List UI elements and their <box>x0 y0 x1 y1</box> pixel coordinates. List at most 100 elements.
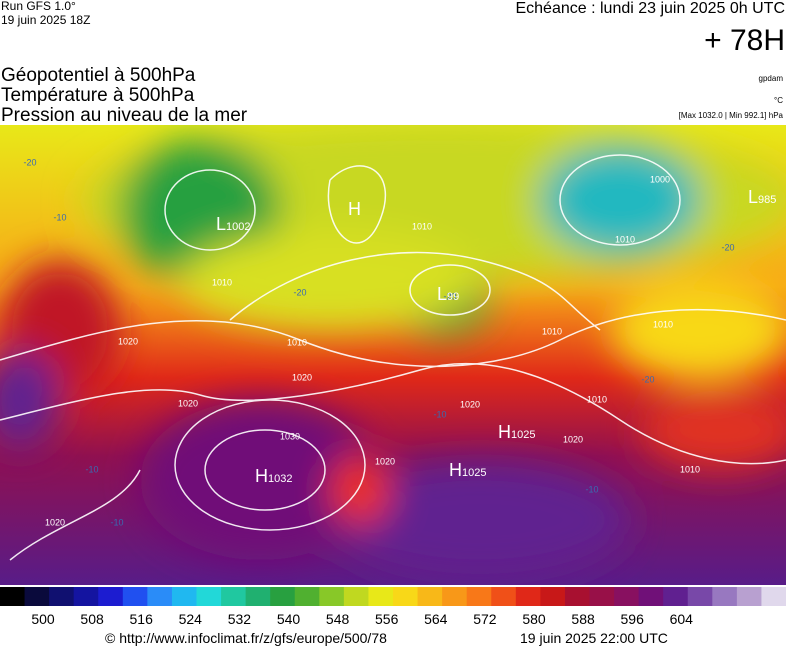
scale-swatch <box>98 587 124 606</box>
scale-swatch <box>515 587 541 606</box>
pressure-range: [Max 1032.0 | Min 992.1] hPa <box>679 111 784 120</box>
pressure-center: H1032 <box>255 466 292 486</box>
center-value: 1002 <box>226 221 250 233</box>
title: Température à 500hPa <box>1 85 195 106</box>
scale-swatch <box>466 587 492 606</box>
scale-swatch <box>270 587 296 606</box>
scale-swatch <box>712 587 738 606</box>
temp-label: -10 <box>110 517 123 527</box>
scale-label: 556 <box>375 611 399 627</box>
map <box>0 125 786 585</box>
scale-label: 524 <box>179 611 203 627</box>
center-type: L <box>748 187 758 207</box>
temp-label: -20 <box>23 157 36 167</box>
scale-swatch <box>221 587 247 606</box>
scale-label: 540 <box>277 611 301 627</box>
scale-label: 588 <box>571 611 595 627</box>
temp-label: -10 <box>85 464 98 474</box>
footer-date: 19 juin 2025 22:00 UTC <box>520 630 668 646</box>
scale-swatch <box>736 587 762 606</box>
center-type: L <box>437 284 447 304</box>
center-value: 1025 <box>511 429 535 441</box>
pressure-center: L985 <box>748 187 776 207</box>
isobar-label: 1020 <box>45 517 65 527</box>
isobar-label: 1020 <box>375 456 395 466</box>
run-date: 19 juin 2025 18Z <box>1 13 90 27</box>
scale-label: 580 <box>522 611 546 627</box>
scale-swatch <box>417 587 443 606</box>
isobar-label: 1010 <box>615 234 635 244</box>
center-type: H <box>498 422 511 442</box>
isobar-label: 1010 <box>542 326 562 336</box>
isobar-label: 1030 <box>280 431 300 441</box>
pressure-center: H1025 <box>498 422 535 442</box>
scale-label: 516 <box>130 611 154 627</box>
pressure-center: L99 <box>437 284 459 304</box>
scale-label: 572 <box>473 611 497 627</box>
title: Géopotentiel à 500hPa <box>1 65 196 86</box>
isobar-label: 1020 <box>178 398 198 408</box>
scale-swatch <box>24 587 50 606</box>
pressure-center: L1002 <box>216 214 251 234</box>
center-type: H <box>348 199 361 219</box>
center-value: 985 <box>758 194 776 206</box>
temp-label: -20 <box>293 287 306 297</box>
scale-label: 508 <box>80 611 104 627</box>
scale-label: 532 <box>228 611 252 627</box>
scale-swatch <box>638 587 664 606</box>
scale-swatch <box>687 587 713 606</box>
center-value: 1025 <box>462 467 486 479</box>
scale-label: 604 <box>670 611 694 627</box>
valid: Echéance : lundi 23 juin 2025 0h UTC <box>515 0 785 17</box>
scale-swatch <box>122 587 148 606</box>
center-value: 99 <box>447 291 459 303</box>
scale-swatch <box>294 587 320 606</box>
scale-swatch <box>319 587 345 606</box>
pressure-center: H1025 <box>449 460 486 480</box>
scale-swatch <box>245 587 271 606</box>
scale-label: 548 <box>326 611 350 627</box>
isobar-label: 1020 <box>460 399 480 409</box>
temp-label: -10 <box>433 409 446 419</box>
isobar-label: 1010 <box>287 337 307 347</box>
temp-label: -10 <box>585 484 598 494</box>
scale-swatch <box>663 587 689 606</box>
pressure-center: H <box>348 199 361 219</box>
source: gpdam <box>759 74 784 83</box>
center-value: 1032 <box>268 473 292 485</box>
temp-label: -10 <box>53 212 66 222</box>
scale-label: 564 <box>424 611 448 627</box>
scale-swatch <box>343 587 369 606</box>
scale-swatch <box>589 587 615 606</box>
scale-swatch <box>368 587 394 606</box>
scale-swatch <box>49 587 75 606</box>
isobar-label: 1010 <box>587 394 607 404</box>
isobar-label: 1010 <box>412 221 432 231</box>
isobar-label: 1010 <box>212 277 232 287</box>
center-type: H <box>449 460 462 480</box>
footer-url: © http://www.infoclimat.fr/z/gfs/europe/… <box>105 630 387 646</box>
scale-label: 596 <box>621 611 645 627</box>
temp-label: -20 <box>443 291 456 301</box>
scale-swatch <box>614 587 640 606</box>
temp-label: -20 <box>721 242 734 252</box>
center-type: H <box>255 466 268 486</box>
isobar-label: 1000 <box>650 174 670 184</box>
scale-swatch <box>442 587 468 606</box>
isobar-label: 1020 <box>292 372 312 382</box>
scale-swatch <box>393 587 419 606</box>
scale-swatch <box>196 587 222 606</box>
scale-swatch <box>73 587 99 606</box>
temp-label: -20 <box>641 374 654 384</box>
scale-swatch <box>540 587 566 606</box>
center-type: L <box>216 214 226 234</box>
scale-swatch <box>564 587 590 606</box>
unit: °C <box>774 96 783 105</box>
run: Run GFS 1.0° <box>1 0 76 13</box>
scale-swatch <box>761 587 786 606</box>
isobar-label: 1010 <box>680 464 700 474</box>
lead: + 78H <box>704 24 785 57</box>
scale-label: 500 <box>31 611 55 627</box>
scale-swatch <box>491 587 517 606</box>
